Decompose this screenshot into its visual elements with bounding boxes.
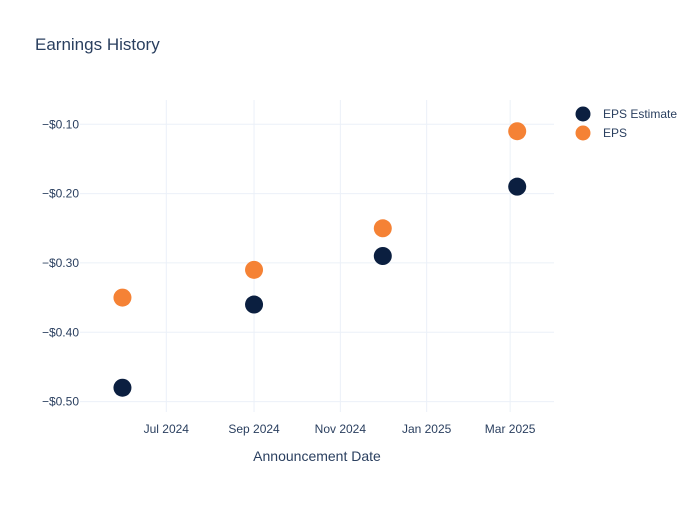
chart-title: Earnings History bbox=[35, 35, 160, 54]
x-tick-label: Sep 2024 bbox=[228, 422, 280, 436]
x-tick-label: Jul 2024 bbox=[144, 422, 190, 436]
data-point bbox=[508, 177, 527, 196]
x-tick-label: Nov 2024 bbox=[315, 422, 367, 436]
data-point bbox=[245, 295, 264, 314]
legend-label: EPS bbox=[603, 126, 627, 140]
legend-marker bbox=[575, 106, 591, 122]
y-axis-ticks: −$0.10 −$0.20 −$0.30 −$0.40 −$0.50 bbox=[42, 117, 79, 408]
y-tick-label: −$0.50 bbox=[42, 395, 79, 409]
x-tick-label: Mar 2025 bbox=[485, 422, 536, 436]
data-point bbox=[245, 260, 264, 279]
x-tick-label: Jan 2025 bbox=[402, 422, 452, 436]
y-tick-label: −$0.10 bbox=[42, 117, 79, 131]
x-axis-title: Announcement Date bbox=[253, 448, 381, 464]
grid-lines bbox=[80, 100, 554, 412]
y-tick-label: −$0.40 bbox=[42, 325, 79, 339]
data-point bbox=[373, 247, 392, 265]
legend-marker bbox=[575, 125, 591, 141]
legend-item[interactable]: EPS Estimate bbox=[575, 106, 678, 122]
data-markers bbox=[113, 122, 527, 397]
data-point bbox=[113, 378, 132, 397]
data-point bbox=[113, 288, 132, 307]
x-axis-ticks: Jul 2024 Sep 2024 Nov 2024 Jan 2025 Mar 2025 bbox=[144, 422, 536, 436]
y-tick-label: −$0.20 bbox=[42, 187, 79, 201]
legend[interactable]: EPS Estimate EPS bbox=[575, 106, 678, 141]
legend-label: EPS Estimate bbox=[603, 107, 677, 121]
data-point bbox=[373, 219, 392, 238]
legend-item[interactable]: EPS bbox=[575, 125, 628, 141]
y-tick-label: −$0.30 bbox=[42, 256, 79, 270]
data-point bbox=[508, 122, 527, 141]
